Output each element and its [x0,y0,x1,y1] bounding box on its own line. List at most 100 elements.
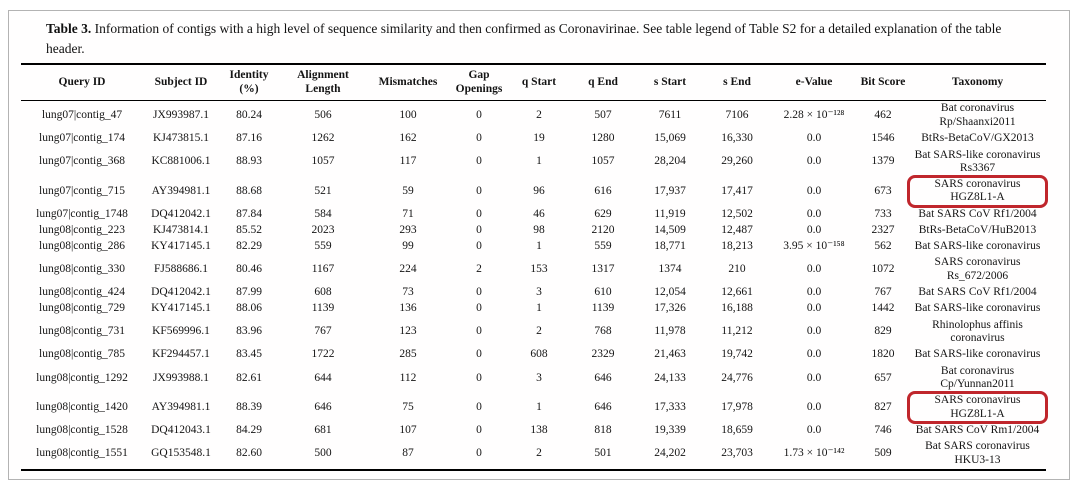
cell-gap-openings: 0 [476,371,482,384]
cell-q-end: 616 [594,184,612,197]
cell-q-end: 2329 [591,348,615,361]
table-row: lung08|contig_1420 AY394981.1 88.39 646 75 0 1… [21,390,1048,425]
cell-mismatches: 71 [402,207,414,220]
cell-gap-openings: 0 [476,447,482,460]
cell-s-end: 12,661 [721,286,753,299]
cell-e-value: 1.73 × 10⁻¹⁴² [783,447,845,460]
cell-s-end: 210 [728,262,746,275]
cell-subject-id: KY417145.1 [151,302,211,315]
cell-query-id: lung08|contig_1528 [36,423,128,436]
cell-q-start: 2 [536,325,542,338]
cell-q-start: 2 [536,109,542,122]
cell-s-start: 12,054 [654,286,686,299]
cell-alignment-length: 1057 [311,155,335,168]
cell-gap-openings: 0 [476,207,482,220]
cell-e-value: 0.0 [806,207,822,220]
cell-subject-id: KJ473815.1 [153,132,209,145]
cell-s-end: 23,703 [721,447,753,460]
col-header-subject-id: Subject ID [154,76,208,89]
cell-bit-score: 562 [874,239,892,252]
cell-gap-openings: 0 [476,132,482,145]
cell-s-start: 17,333 [654,401,686,414]
cell-subject-id: KF569996.1 [152,325,210,338]
cell-q-end: 818 [594,423,612,436]
cell-alignment-length: 646 [314,401,332,414]
col-header-mismatches: Mismatches [378,76,438,89]
highlight-box: SARS coronavirus HGZ8L1-A [907,390,1048,425]
col-header-bit-score: Bit Score [860,76,906,89]
cell-q-start: 98 [533,223,545,236]
cell-q-end: 559 [594,239,612,252]
table-row: lung08|contig_424 DQ412042.1 87.99 608 73 0 3 6… [21,285,1046,301]
cell-q-end: 1280 [591,132,615,145]
table-body: lung07|contig_47 JX993987.1 80.24 506 100 0 2 5… [21,100,1048,470]
cell-mismatches: 112 [399,371,417,384]
cell-query-id: lung08|contig_785 [39,348,125,361]
cell-bit-score: 733 [874,207,892,220]
cell-q-start: 19 [533,132,545,145]
cell-q-end: 646 [594,401,612,414]
cell-identity: 82.61 [236,371,262,384]
cell-e-value: 2.28 × 10⁻¹²⁸ [783,109,845,122]
cell-mismatches: 73 [402,286,414,299]
cell-subject-id: AY394981.1 [151,401,211,414]
table-row: lung07|contig_47 JX993987.1 80.24 506 100 0 2 5… [21,100,1046,131]
table-row: lung08|contig_330 FJ588686.1 80.46 1167 224 2… [21,255,1046,285]
cell-q-start: 153 [530,262,548,275]
cell-q-start: 608 [530,348,548,361]
cell-gap-openings: 0 [476,348,482,361]
cell-gap-openings: 0 [476,325,482,338]
cell-query-id: lung08|contig_729 [39,302,125,315]
cell-s-start: 19,339 [654,423,686,436]
cell-query-id: lung08|contig_1292 [36,371,128,384]
cell-taxonomy: Bat SARS coronavirus HKU3-13 [925,440,1030,466]
cell-identity: 88.06 [236,302,262,315]
cell-identity: 87.84 [236,207,262,220]
cell-q-start: 3 [536,371,542,384]
col-header-gap-openings: Gap Openings [455,69,503,96]
cell-s-end: 17,417 [721,184,753,197]
table-row: lung08|contig_1528 DQ412043.1 84.29 681 107 0… [21,423,1046,439]
cell-e-value: 0.0 [806,184,822,197]
cell-s-end: 29,260 [721,155,753,168]
cell-alignment-length: 559 [314,239,332,252]
cell-gap-openings: 0 [476,286,482,299]
cell-e-value: 0.0 [806,286,822,299]
cell-s-start: 11,919 [654,207,686,220]
highlight-box: SARS coronavirus HGZ8L1-A [907,174,1048,208]
cell-alignment-length: 584 [314,207,332,220]
cell-identity: 83.96 [236,325,262,338]
cell-q-start: 46 [533,207,545,220]
cell-q-end: 507 [594,109,612,122]
cell-subject-id: DQ412043.1 [151,423,211,436]
cell-subject-id: KC881006.1 [151,155,211,168]
cell-bit-score: 1442 [871,302,895,315]
cell-alignment-length: 1262 [311,132,335,145]
cell-query-id: lung08|contig_731 [39,325,125,338]
table-caption-label: Table 3. [46,21,92,36]
cell-q-end: 610 [594,286,612,299]
cell-identity: 82.29 [236,239,262,252]
cell-mismatches: 107 [399,423,417,436]
cell-s-end: 24,776 [721,371,753,384]
cell-gap-openings: 0 [476,109,482,122]
cell-mismatches: 99 [402,239,414,252]
cell-gap-openings: 0 [476,155,482,168]
cell-identity: 87.16 [236,132,262,145]
cell-e-value: 3.95 × 10⁻¹⁵⁸ [783,239,845,252]
cell-subject-id: DQ412042.1 [151,286,211,299]
cell-gap-openings: 0 [476,302,482,315]
cell-q-start: 1 [536,239,542,252]
cell-taxonomy: Bat SARS CoV Rf1/2004 [918,286,1037,299]
cell-taxonomy: Bat coronavirus Rp/Shaanxi2011 [939,102,1016,128]
cell-bit-score: 673 [874,184,892,197]
cell-s-end: 17,978 [721,401,753,414]
cell-e-value: 0.0 [806,371,822,384]
cell-query-id: lung07|contig_368 [39,155,125,168]
cell-e-value: 0.0 [806,223,822,236]
cell-s-start: 17,326 [654,302,686,315]
cell-query-id: lung08|contig_286 [39,239,125,252]
table-row: lung08|contig_785 KF294457.1 83.45 1722 285 0… [21,347,1046,363]
cell-query-id: lung08|contig_1420 [36,401,128,414]
cell-q-start: 2 [536,447,542,460]
